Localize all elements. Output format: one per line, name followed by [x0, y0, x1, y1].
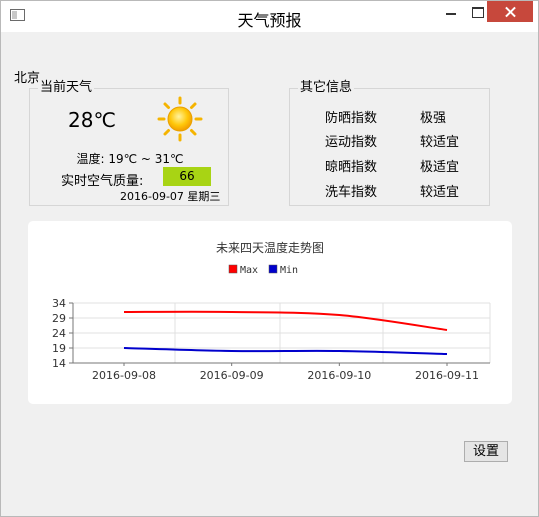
legend-label: Min	[280, 265, 298, 276]
client-area: 北京 当前天气 28℃	[8, 32, 531, 511]
y-tick-label: 34	[52, 297, 66, 310]
other-info-group: 其它信息 防晒指数 极强 运动指数 较适宜 晾晒指数 极适宜 洗车指数 较适宜	[289, 80, 491, 206]
info-row-sunscreen: 防晒指数 极强	[290, 107, 491, 126]
minimize-button[interactable]	[438, 1, 464, 23]
current-date: 2016-09-07 星期三	[120, 190, 221, 203]
info-name: 洗车指数	[325, 185, 378, 200]
settings-button[interactable]: 设置	[464, 441, 508, 462]
y-tick-label: 19	[52, 342, 66, 355]
info-value: 较适宜	[420, 135, 460, 150]
title-bar[interactable]: 天气预报	[1, 1, 538, 32]
air-quality-label: 实时空气质量:	[61, 174, 144, 189]
air-quality-value: 66	[163, 167, 211, 186]
info-value: 极强	[420, 111, 447, 126]
current-weather-group: 当前天气 28℃	[29, 80, 229, 206]
current-weather-title: 当前天气	[38, 80, 95, 96]
y-tick-label: 24	[52, 327, 66, 340]
maximize-button[interactable]	[464, 1, 490, 23]
info-name: 晾晒指数	[325, 160, 378, 175]
series-line-min	[123, 347, 448, 355]
app-window-icon	[10, 9, 25, 21]
info-row-carwash: 洗车指数 较适宜	[290, 181, 491, 200]
sun-icon	[157, 96, 203, 142]
y-tick-label: 14	[52, 357, 66, 370]
y-tick-label: 29	[52, 312, 66, 325]
chart-title: 未来四天温度走势图	[216, 240, 324, 255]
info-row-sport: 运动指数 较适宜	[290, 131, 491, 150]
city-label: 北京	[14, 71, 41, 86]
x-tick-label: 2016-09-11	[415, 369, 479, 382]
temperature-chart: 未来四天温度走势图 Max Min 14 19 24 29 34 2016-09-08 2016-…	[28, 221, 512, 404]
x-tick-label: 2016-09-10	[307, 369, 371, 382]
series-line-max	[123, 310, 448, 331]
x-tick-label: 2016-09-08	[92, 369, 156, 382]
temperature-range: 温度: 19℃ ~ 31℃	[76, 152, 184, 166]
legend-swatch	[268, 264, 278, 274]
legend-label: Max	[240, 265, 258, 276]
info-row-drying: 晾晒指数 极适宜	[290, 156, 491, 175]
info-name: 运动指数	[325, 135, 378, 150]
legend-swatch	[228, 264, 238, 274]
info-value: 极适宜	[420, 160, 460, 175]
other-info-title: 其它信息	[298, 80, 355, 96]
chart-canvas: 未来四天温度走势图 Max Min 14 19 24 29 34 2016-09-08 2016-…	[52, 240, 491, 382]
current-temperature: 28℃	[68, 108, 116, 132]
x-tick-label: 2016-09-09	[200, 369, 264, 382]
close-button[interactable]	[487, 1, 533, 22]
info-value: 较适宜	[420, 185, 460, 200]
info-name: 防晒指数	[325, 111, 378, 126]
window-title: 天气预报	[237, 11, 302, 30]
